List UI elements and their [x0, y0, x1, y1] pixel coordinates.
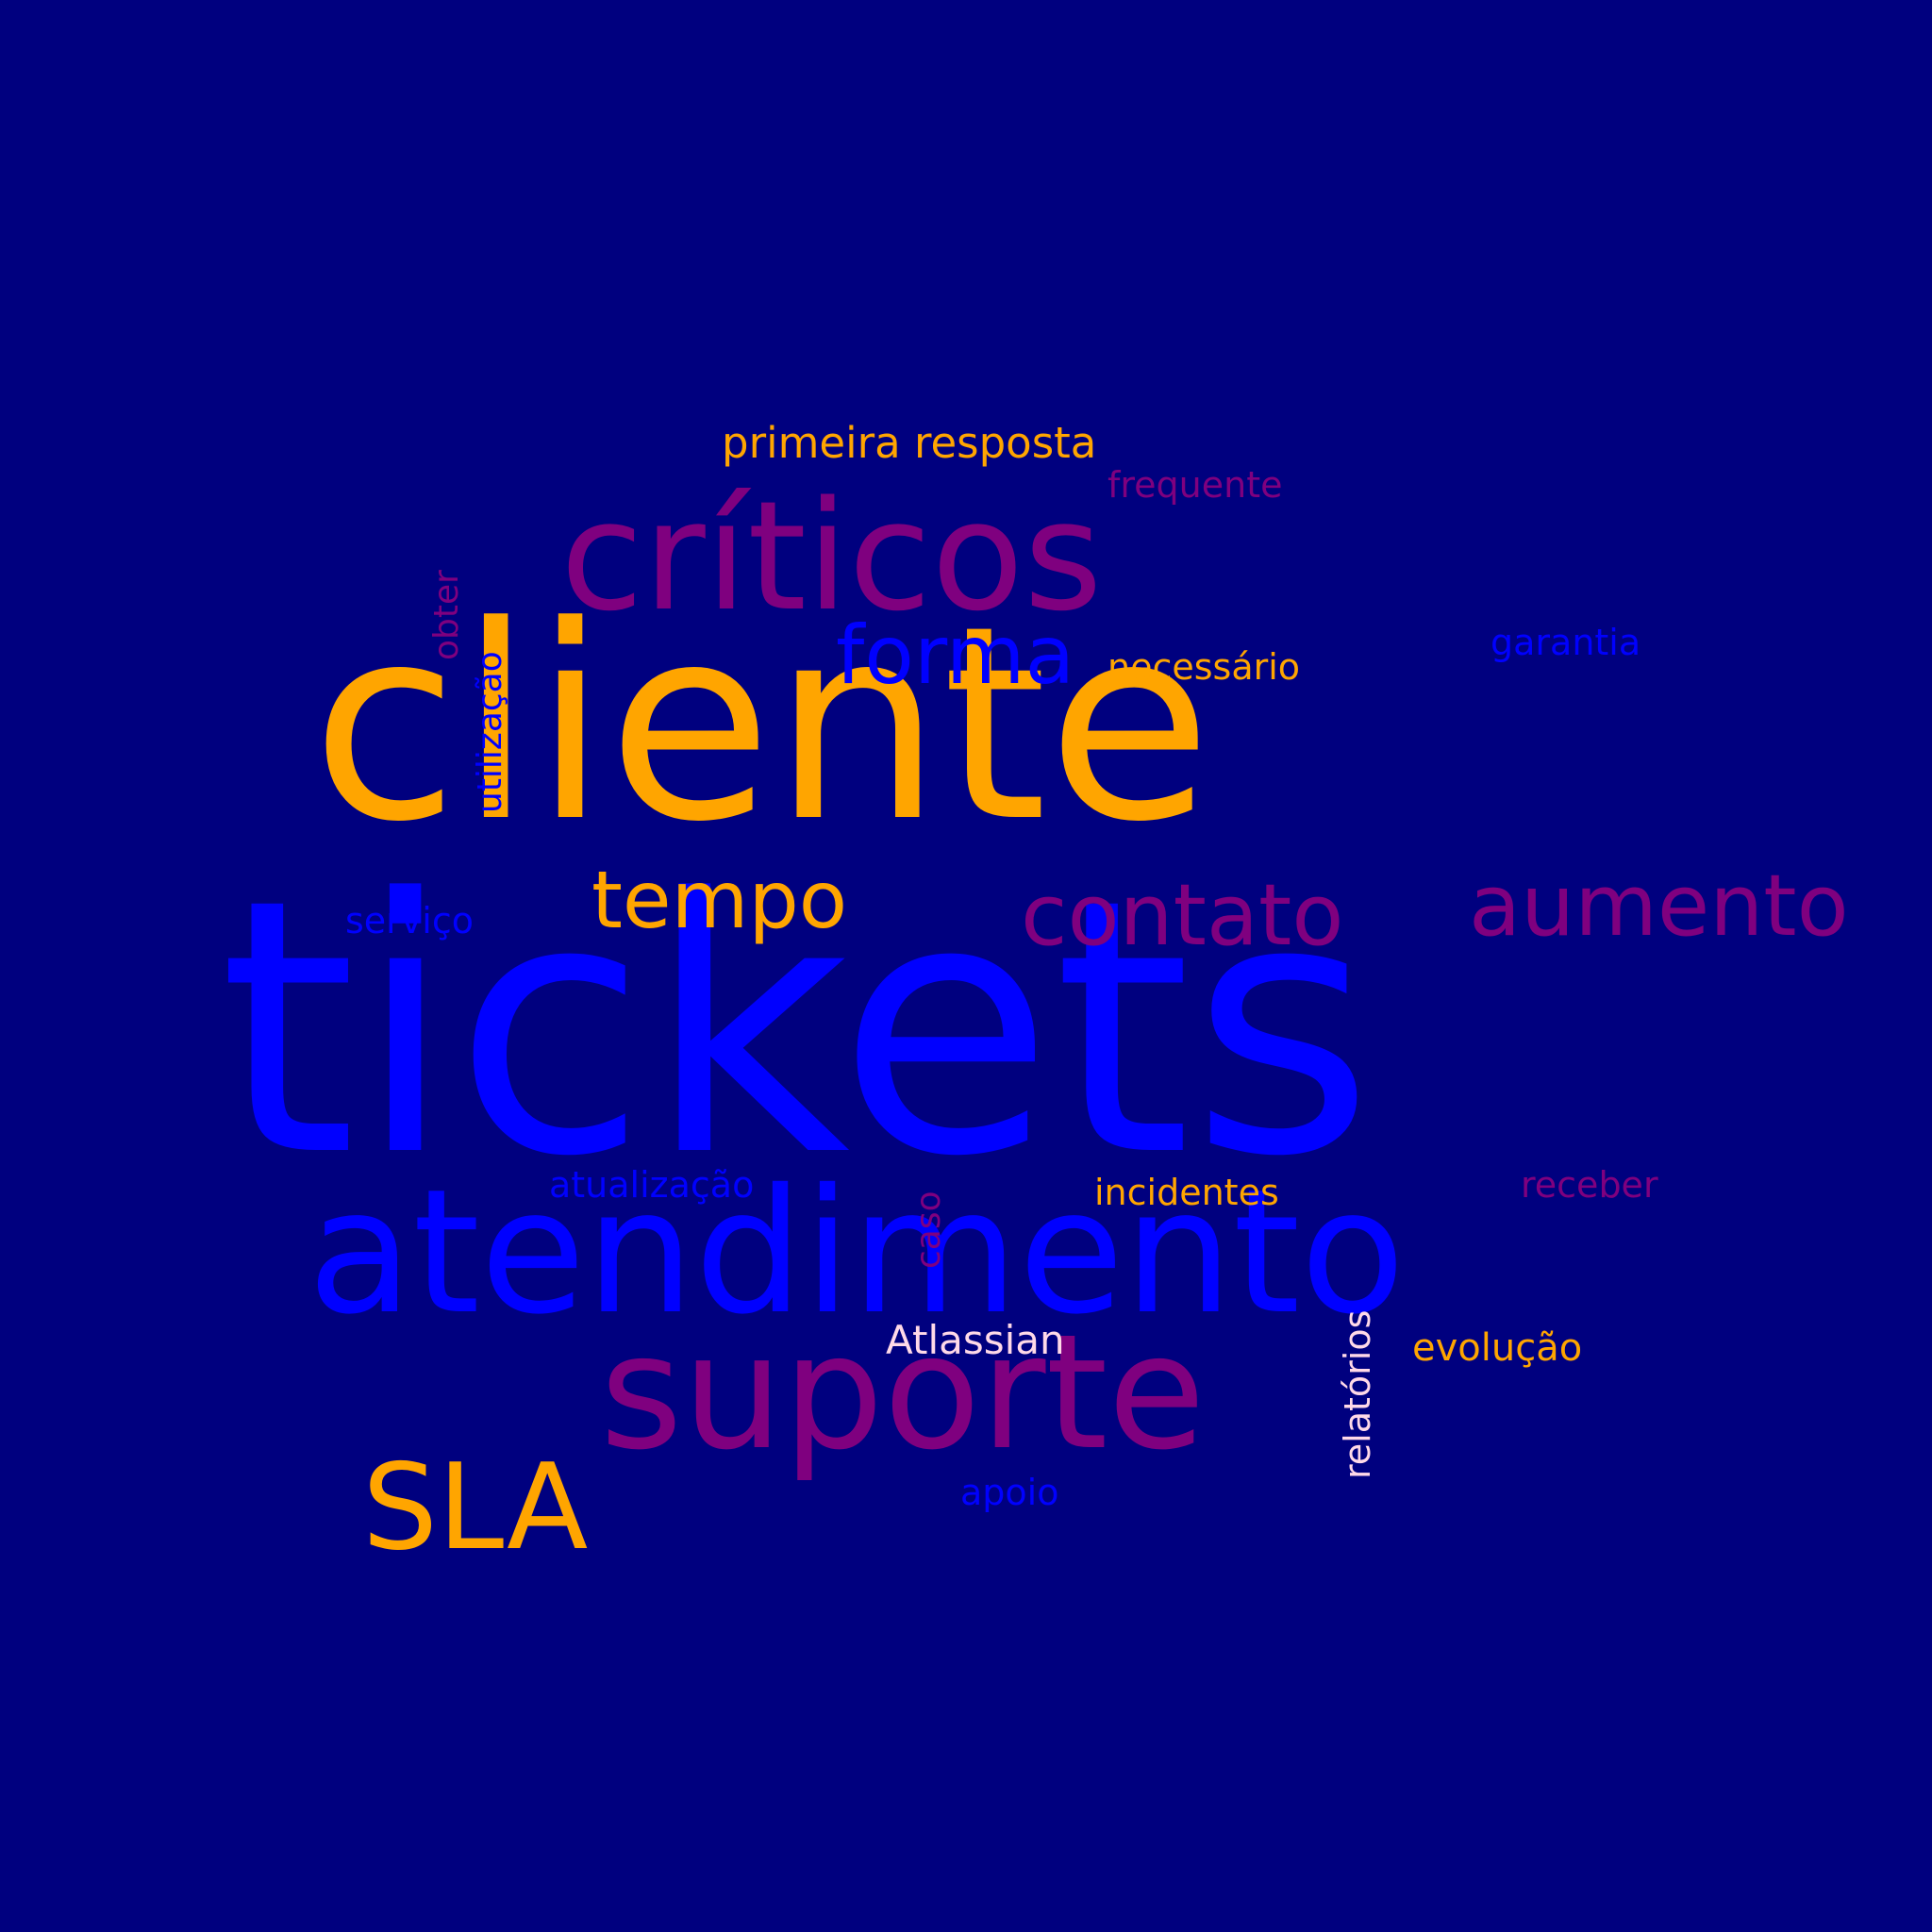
word-aumento: aumento — [1469, 857, 1849, 956]
word-utilizacao: utilização — [471, 651, 509, 813]
word-garantia: garantia — [1491, 622, 1641, 663]
word-evolucao: evolução — [1412, 1326, 1583, 1370]
word-primeira-resposta: primeira resposta — [722, 418, 1097, 468]
word-tickets: tickets — [219, 824, 1374, 1233]
word-receber: receber — [1521, 1164, 1658, 1206]
word-suporte: suporte — [600, 1300, 1206, 1485]
word-incidentes: incidentes — [1094, 1172, 1279, 1213]
word-forma: forma — [836, 608, 1075, 703]
word-atualizacao: atualização — [549, 1164, 755, 1206]
word-sla: SLA — [362, 1438, 589, 1576]
word-apoio: apoio — [960, 1472, 1059, 1513]
word-servico: serviço — [345, 900, 474, 941]
word-caso: caso — [909, 1191, 948, 1269]
word-atendimento: atendimento — [308, 1152, 1406, 1352]
word-contato: contato — [1021, 866, 1344, 965]
word-relatorios: relatórios — [1337, 1309, 1378, 1479]
word-atlassian: Atlassian — [886, 1317, 1065, 1363]
word-frequente: frequente — [1108, 464, 1283, 506]
word-cliente: cliente — [311, 568, 1212, 880]
word-tempo: tempo — [591, 854, 848, 946]
word-obter: obter — [427, 570, 466, 660]
word-criticos: críticos — [560, 468, 1103, 644]
word-necessario: necessário — [1108, 646, 1301, 688]
